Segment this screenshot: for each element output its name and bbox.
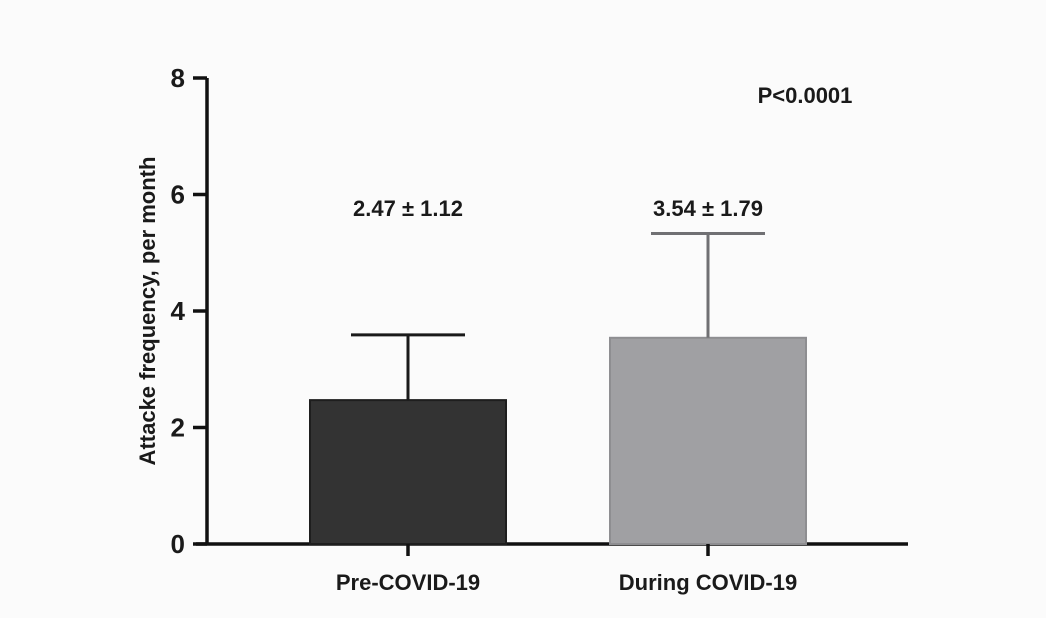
p-value-annotation: P<0.0001 <box>758 83 853 108</box>
x-ticks <box>406 544 710 556</box>
y-tick-label: 6 <box>171 180 185 210</box>
y-tick-label: 8 <box>171 63 185 93</box>
error-bars <box>351 232 765 401</box>
mean-sd-annotation: 2.47 ± 1.12 <box>353 196 463 221</box>
y-tick-label: 2 <box>171 413 185 443</box>
mean-sd-annotation: 3.54 ± 1.79 <box>653 196 763 221</box>
bar-during-covid <box>609 336 807 546</box>
x-category-label: During COVID-19 <box>619 570 797 595</box>
bar-pre-covid <box>309 399 507 545</box>
y-ticks: 0 2 4 6 8 <box>171 63 207 559</box>
y-axis-label: Attacke frequency, per month <box>135 157 160 466</box>
labels: Pre-COVID-19 2.47 ± 1.12 During COVID-19 3.… <box>336 196 797 595</box>
y-tick-label: 0 <box>171 529 185 559</box>
bars <box>309 336 807 546</box>
x-category-label: Pre-COVID-19 <box>336 570 480 595</box>
y-tick-label: 4 <box>171 296 186 326</box>
